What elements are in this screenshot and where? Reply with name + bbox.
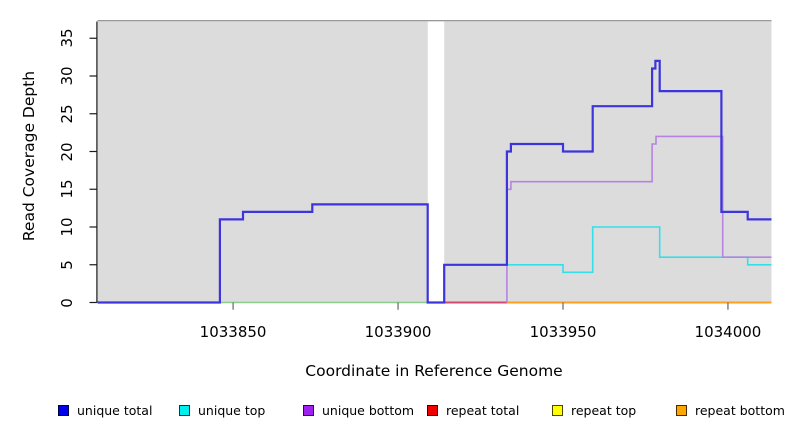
x-axis-title: Coordinate in Reference Genome (305, 362, 563, 380)
legend-label: repeat top (571, 402, 637, 418)
x-tick-label: 1033850 (199, 323, 267, 341)
legend-item-unique-top: unique top (179, 402, 265, 418)
x-tick-label: 1033950 (529, 323, 597, 341)
legend-label: repeat bottom (695, 402, 785, 418)
legend-item-repeat-top: repeat top (552, 402, 636, 418)
y-tick-label: 30 (58, 66, 76, 86)
legend-item-unique-bottom: unique bottom (303, 402, 414, 418)
y-tick-label: 35 (58, 28, 76, 48)
y-tick-label: 10 (58, 217, 76, 237)
series-unique-total (97, 59, 772, 304)
coverage-gap-band (427, 21, 445, 303)
y-tick-label: 25 (58, 104, 76, 124)
legend-label: unique bottom (322, 402, 415, 418)
y-axis-title: Read Coverage Depth (20, 70, 38, 242)
x-tick-label: 1034000 (694, 323, 762, 341)
y-tick-label: 0 (58, 297, 76, 308)
y-tick-label: 20 (58, 141, 76, 162)
repeat-total-swatch-icon (427, 404, 438, 416)
x-tick-label: 1033900 (364, 323, 432, 341)
unique-total-swatch-icon (58, 404, 69, 416)
legend-label: unique top (198, 402, 266, 418)
unique-top-swatch-icon (179, 404, 190, 416)
legend-item-unique-total: unique total (58, 402, 152, 418)
legend-item-repeat-bottom: repeat bottom (676, 402, 785, 418)
repeat-bottom-swatch-icon (676, 404, 687, 416)
y-tick-label: 5 (58, 259, 76, 270)
series-unique-bottom (506, 135, 772, 303)
legend-label: unique total (77, 402, 153, 418)
repeat-top-swatch-icon (552, 404, 563, 416)
unique-bottom-swatch-icon (303, 404, 314, 416)
y-tick-label: 15 (58, 179, 76, 199)
legend-item-repeat-total: repeat total (427, 402, 519, 418)
series-unique-top (443, 226, 772, 303)
legend-label: repeat total (446, 402, 520, 418)
